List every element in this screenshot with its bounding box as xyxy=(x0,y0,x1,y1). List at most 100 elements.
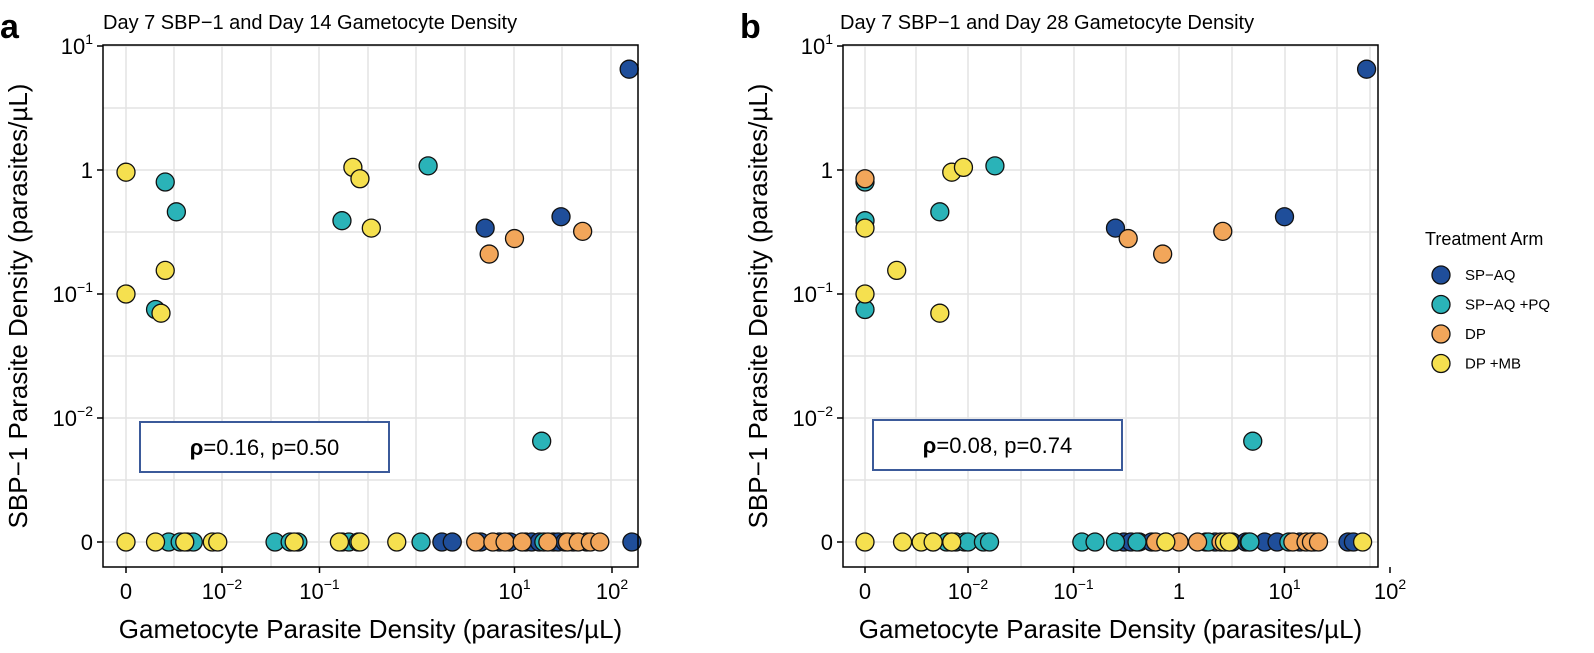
point-sp-aq xyxy=(442,532,462,552)
point-dp-plus-mb xyxy=(387,532,407,552)
x-tick-label: 101 xyxy=(1268,576,1300,604)
legend-title: Treatment Arm xyxy=(1425,229,1543,249)
x-tick-label: 10−1 xyxy=(299,576,340,604)
panel-letter: b xyxy=(740,8,761,46)
x-tick-label: 10−2 xyxy=(202,576,243,604)
legend-swatch xyxy=(1431,294,1451,315)
point-sp-aq xyxy=(1274,207,1295,227)
y-tick-label: 0 xyxy=(821,530,833,555)
point-sp-aq-plus-pq xyxy=(1243,431,1263,451)
point-dp-plus-mb xyxy=(923,532,943,552)
plot-frame xyxy=(102,44,639,568)
stat-box xyxy=(139,421,390,473)
point-dp-plus-mb xyxy=(953,157,974,178)
stat-text: ρ=0.16, p=0.50 xyxy=(190,435,339,460)
point-sp-aq-plus-pq xyxy=(979,532,1000,552)
x-tick-label: 1 xyxy=(1173,579,1185,604)
point-sp-aq xyxy=(1356,59,1377,79)
point-dp xyxy=(1118,228,1138,249)
point-dp-plus-mb xyxy=(930,303,950,323)
points-a xyxy=(116,59,642,552)
point-dp xyxy=(1308,532,1329,552)
point-dp-plus-mb xyxy=(284,532,304,552)
panel-b: b Day 7 SBP−1 and Day 28 Gametocyte Densi… xyxy=(740,8,1406,644)
point-dp-plus-mb xyxy=(175,532,195,552)
panel-letter: a xyxy=(0,8,20,46)
y-tick-label: 10−1 xyxy=(793,279,834,307)
point-dp-plus-mb xyxy=(1156,532,1176,552)
point-sp-aq-plus-pq xyxy=(1085,532,1105,552)
y-tick-label: 10−2 xyxy=(53,403,94,431)
point-sp-aq-plus-pq xyxy=(1127,532,1147,552)
y-tick-label: 10−1 xyxy=(53,279,94,307)
y-tick-label: 101 xyxy=(61,31,93,59)
legend-label: SP−AQ +PQ xyxy=(1465,297,1550,314)
point-dp xyxy=(1213,221,1233,242)
point-dp xyxy=(504,228,525,249)
point-sp-aq xyxy=(1105,218,1126,238)
legend-label: SP−AQ xyxy=(1465,267,1515,284)
y-tick-label: 10−2 xyxy=(793,403,834,431)
point-dp-plus-mb xyxy=(361,218,381,238)
point-dp-plus-mb xyxy=(887,260,907,281)
legend-swatch xyxy=(1431,265,1451,285)
stat-box xyxy=(872,419,1123,471)
panel-title: Day 7 SBP−1 and Day 14 Gametocyte Densit… xyxy=(103,12,517,34)
panel-title: Day 7 SBP−1 and Day 28 Gametocyte Densit… xyxy=(840,12,1254,34)
point-dp xyxy=(538,532,558,552)
point-sp-aq-plus-pq xyxy=(532,431,552,451)
panel-a: a Day 7 SBP−1 and Day 14 Gametocyte Densi… xyxy=(0,8,642,644)
point-dp xyxy=(466,532,486,552)
legend-label: DP +MB xyxy=(1465,356,1521,373)
point-dp-plus-mb xyxy=(1352,532,1373,552)
point-sp-aq-plus-pq xyxy=(166,202,187,222)
point-sp-aq-plus-pq xyxy=(411,532,431,552)
point-dp-plus-mb xyxy=(116,532,136,552)
x-tick-label: 10−2 xyxy=(948,576,989,604)
point-dp-plus-mb xyxy=(855,218,875,238)
point-dp xyxy=(855,169,875,189)
point-dp-plus-mb xyxy=(329,532,350,552)
point-dp-plus-mb xyxy=(208,532,228,552)
y-tick-label: 1 xyxy=(821,158,833,183)
point-sp-aq-plus-pq xyxy=(155,172,175,192)
point-dp-plus-mb xyxy=(942,532,962,552)
x-tick-label: 102 xyxy=(596,576,628,604)
point-sp-aq xyxy=(619,59,639,79)
point-sp-aq-plus-pq xyxy=(332,211,352,231)
x-axis-title: Gametocyte Parasite Density (parasites/µ… xyxy=(119,614,622,644)
points-b xyxy=(855,59,1377,552)
x-tick-label: 0 xyxy=(859,579,871,604)
point-dp xyxy=(1187,532,1208,552)
point-dp xyxy=(479,244,499,264)
y-tick-label: 101 xyxy=(801,31,833,59)
legend-label: DP xyxy=(1465,326,1486,343)
y-axis-title: SBP−1 Parasite Density (parasites/µL) xyxy=(743,84,773,529)
point-dp-plus-mb xyxy=(350,532,370,552)
point-sp-aq xyxy=(551,207,571,227)
point-dp xyxy=(1153,244,1173,264)
point-dp-plus-mb xyxy=(116,162,136,182)
point-sp-aq xyxy=(622,532,642,552)
plot-frame xyxy=(842,44,1379,568)
point-dp-plus-mb xyxy=(151,303,171,323)
x-axis-title: Gametocyte Parasite Density (parasites/µ… xyxy=(859,614,1362,644)
point-sp-aq xyxy=(475,218,495,238)
point-sp-aq-plus-pq xyxy=(1105,532,1126,552)
x-tick-label: 0 xyxy=(120,579,132,604)
y-tick-label: 1 xyxy=(81,158,93,183)
legend: Treatment Arm SP−AQ SP−AQ +PQ DP DP +MB xyxy=(1425,229,1550,374)
legend-swatch xyxy=(1431,324,1451,344)
x-tick-label: 101 xyxy=(498,576,530,604)
point-dp-plus-mb xyxy=(116,284,136,304)
point-dp xyxy=(512,532,532,552)
point-dp xyxy=(495,532,515,552)
point-dp-plus-mb xyxy=(1219,532,1239,552)
point-dp-plus-mb xyxy=(145,532,166,552)
point-dp-plus-mb xyxy=(892,532,913,552)
x-tick-label: 102 xyxy=(1374,576,1406,604)
x-tick-label: 10−1 xyxy=(1053,576,1094,604)
legend-swatch xyxy=(1431,353,1451,374)
point-sp-aq-plus-pq xyxy=(930,202,950,222)
y-axis-title: SBP−1 Parasite Density (parasites/µL) xyxy=(3,84,33,529)
